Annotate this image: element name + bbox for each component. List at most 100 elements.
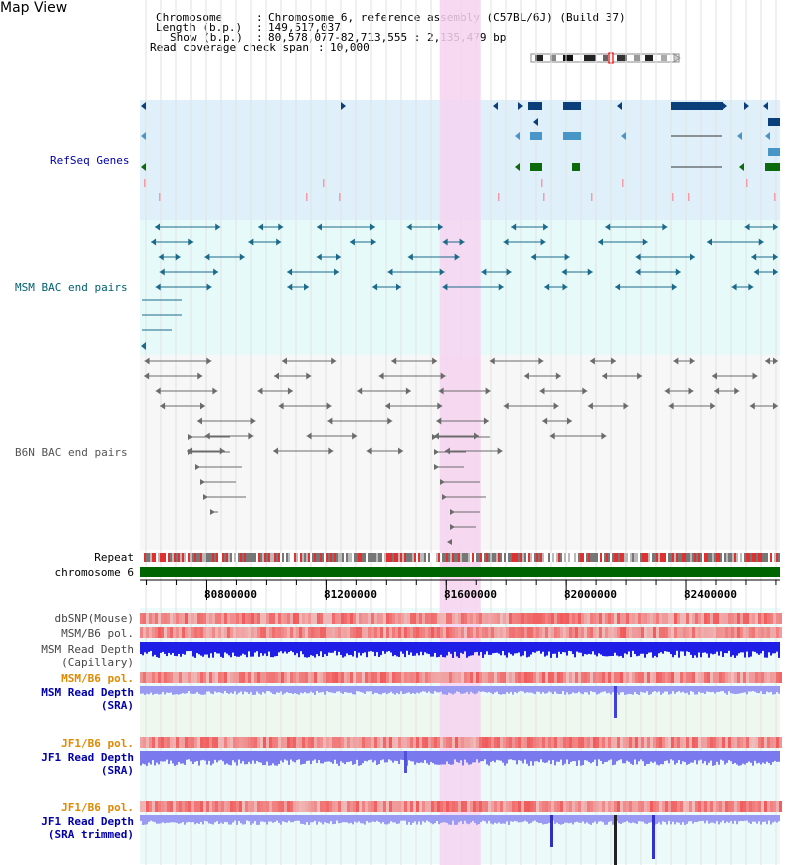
msm-bac-track[interactable] <box>141 223 778 351</box>
msm-b6-pol-heatmap-2[interactable] <box>140 672 782 683</box>
heat-cell <box>467 737 470 748</box>
jf1-b6-pol-heatmap[interactable] <box>140 737 782 748</box>
depth-bar <box>450 815 452 825</box>
repeat-block <box>680 553 682 562</box>
depth-bar <box>168 642 170 653</box>
depth-bar <box>556 815 558 823</box>
heat-cell <box>323 737 326 748</box>
heat-cell <box>320 737 323 748</box>
depth-bar <box>548 686 550 692</box>
b6n-bac-track[interactable] <box>144 357 778 546</box>
heat-cell <box>773 613 776 624</box>
repeat-block <box>534 553 536 562</box>
repeat-block <box>294 553 296 562</box>
track-label-dbsnp[interactable]: dbSNP(Mouse) <box>54 612 134 625</box>
depth-bar <box>294 751 296 763</box>
track-label-msm-depth-sra-2[interactable]: (SRA) <box>100 699 134 712</box>
depth-bar <box>710 686 712 693</box>
track-label-msm-b6-pol-2[interactable]: MSM/B6 pol. <box>61 672 134 685</box>
track-label-jf1-depth-sra-1[interactable]: JF1 Read Depth <box>41 751 134 764</box>
jf1-depth-trimmed[interactable] <box>140 815 780 865</box>
heat-cell <box>191 801 194 812</box>
heat-cell <box>149 737 152 748</box>
repeat-block <box>674 553 676 562</box>
feature-arrow <box>206 283 212 291</box>
depth-bar <box>576 642 578 652</box>
repeat-block <box>222 553 224 562</box>
heat-cell <box>506 613 509 624</box>
heat-cell <box>272 801 275 812</box>
jf1-depth-sra[interactable] <box>140 751 780 773</box>
depth-bar <box>738 642 740 654</box>
heat-cell <box>743 627 746 638</box>
dbsnp-heatmap[interactable] <box>140 613 782 624</box>
feature-arrow <box>664 387 670 395</box>
depth-bar <box>256 751 258 761</box>
depth-bar <box>354 642 356 652</box>
feature-arrow <box>406 223 412 231</box>
depth-bar <box>158 686 160 695</box>
msm-b6-pol-heatmap[interactable] <box>140 627 782 638</box>
depth-bar <box>702 751 704 764</box>
msm-depth-sra[interactable] <box>140 686 780 718</box>
msm-depth-capillary[interactable] <box>140 642 780 658</box>
depth-bar <box>286 815 288 823</box>
heat-cell <box>524 672 527 683</box>
heat-cell <box>350 627 353 638</box>
heat-cell <box>479 737 482 748</box>
depth-bar <box>698 815 700 822</box>
jf1-b6-pol-heatmap-2[interactable] <box>140 801 782 812</box>
depth-bar <box>210 686 212 694</box>
heat-cell <box>602 737 605 748</box>
refseq-genes-track[interactable] <box>141 102 780 201</box>
chromosome-bar[interactable] <box>140 567 780 577</box>
heat-cell <box>530 672 533 683</box>
heat-cell <box>488 737 491 748</box>
depth-bar <box>376 642 378 653</box>
depth-bar <box>174 686 176 695</box>
depth-bar <box>162 815 164 823</box>
repeat-block <box>738 553 740 562</box>
feature-arrow <box>739 163 744 171</box>
heat-cell <box>749 613 752 624</box>
depth-bar <box>682 815 684 823</box>
track-label-msm-depth-cap-1[interactable]: MSM Read Depth <box>41 643 134 656</box>
chromosome-ideogram[interactable] <box>530 52 681 64</box>
track-label-jf1-b6-pol-2[interactable]: JF1/B6 pol. <box>61 801 134 814</box>
heat-cell <box>212 613 215 624</box>
heat-cell <box>386 627 389 638</box>
depth-bar <box>704 642 706 653</box>
depth-bar <box>386 642 388 652</box>
track-label-b6n-bac[interactable]: B6N BAC end pairs <box>15 446 128 459</box>
heat-cell <box>767 613 770 624</box>
track-label-repeat[interactable]: Repeat <box>94 551 134 564</box>
heat-cell <box>470 627 473 638</box>
depth-bar <box>616 751 618 762</box>
track-label-msm-bac[interactable]: MSM BAC end pairs <box>15 281 128 294</box>
highlight-region[interactable] <box>439 0 481 865</box>
track-label-jf1-depth-trim-2[interactable]: (SRA trimmed) <box>47 828 134 841</box>
depth-bar <box>178 686 180 695</box>
heat-cell <box>245 627 248 638</box>
track-label-msm-b6-pol[interactable]: MSM/B6 pol. <box>61 627 134 640</box>
track-label-jf1-depth-trim-1[interactable]: JF1 Read Depth <box>41 815 134 828</box>
depth-bar <box>364 642 366 653</box>
repeat-track[interactable] <box>140 553 780 562</box>
heat-cell <box>248 627 251 638</box>
depth-bar <box>772 815 774 823</box>
heat-cell <box>530 627 533 638</box>
track-label-chromosome[interactable]: chromosome 6 <box>54 566 134 579</box>
track-label-msm-depth-cap-2[interactable]: (Capillary) <box>61 656 134 669</box>
heat-cell <box>161 801 164 812</box>
track-label-refseq[interactable]: RefSeq Genes <box>50 154 130 167</box>
depth-bar <box>390 751 392 761</box>
heat-cell <box>431 801 434 812</box>
repeat-block <box>514 553 516 562</box>
track-label-jf1-b6-pol[interactable]: JF1/B6 pol. <box>61 737 134 750</box>
heat-cell <box>668 613 671 624</box>
track-label-msm-depth-sra-1[interactable]: MSM Read Depth <box>41 686 134 699</box>
depth-bar <box>516 686 518 694</box>
track-label-jf1-depth-sra-2[interactable]: (SRA) <box>100 764 134 777</box>
heat-cell <box>161 613 164 624</box>
